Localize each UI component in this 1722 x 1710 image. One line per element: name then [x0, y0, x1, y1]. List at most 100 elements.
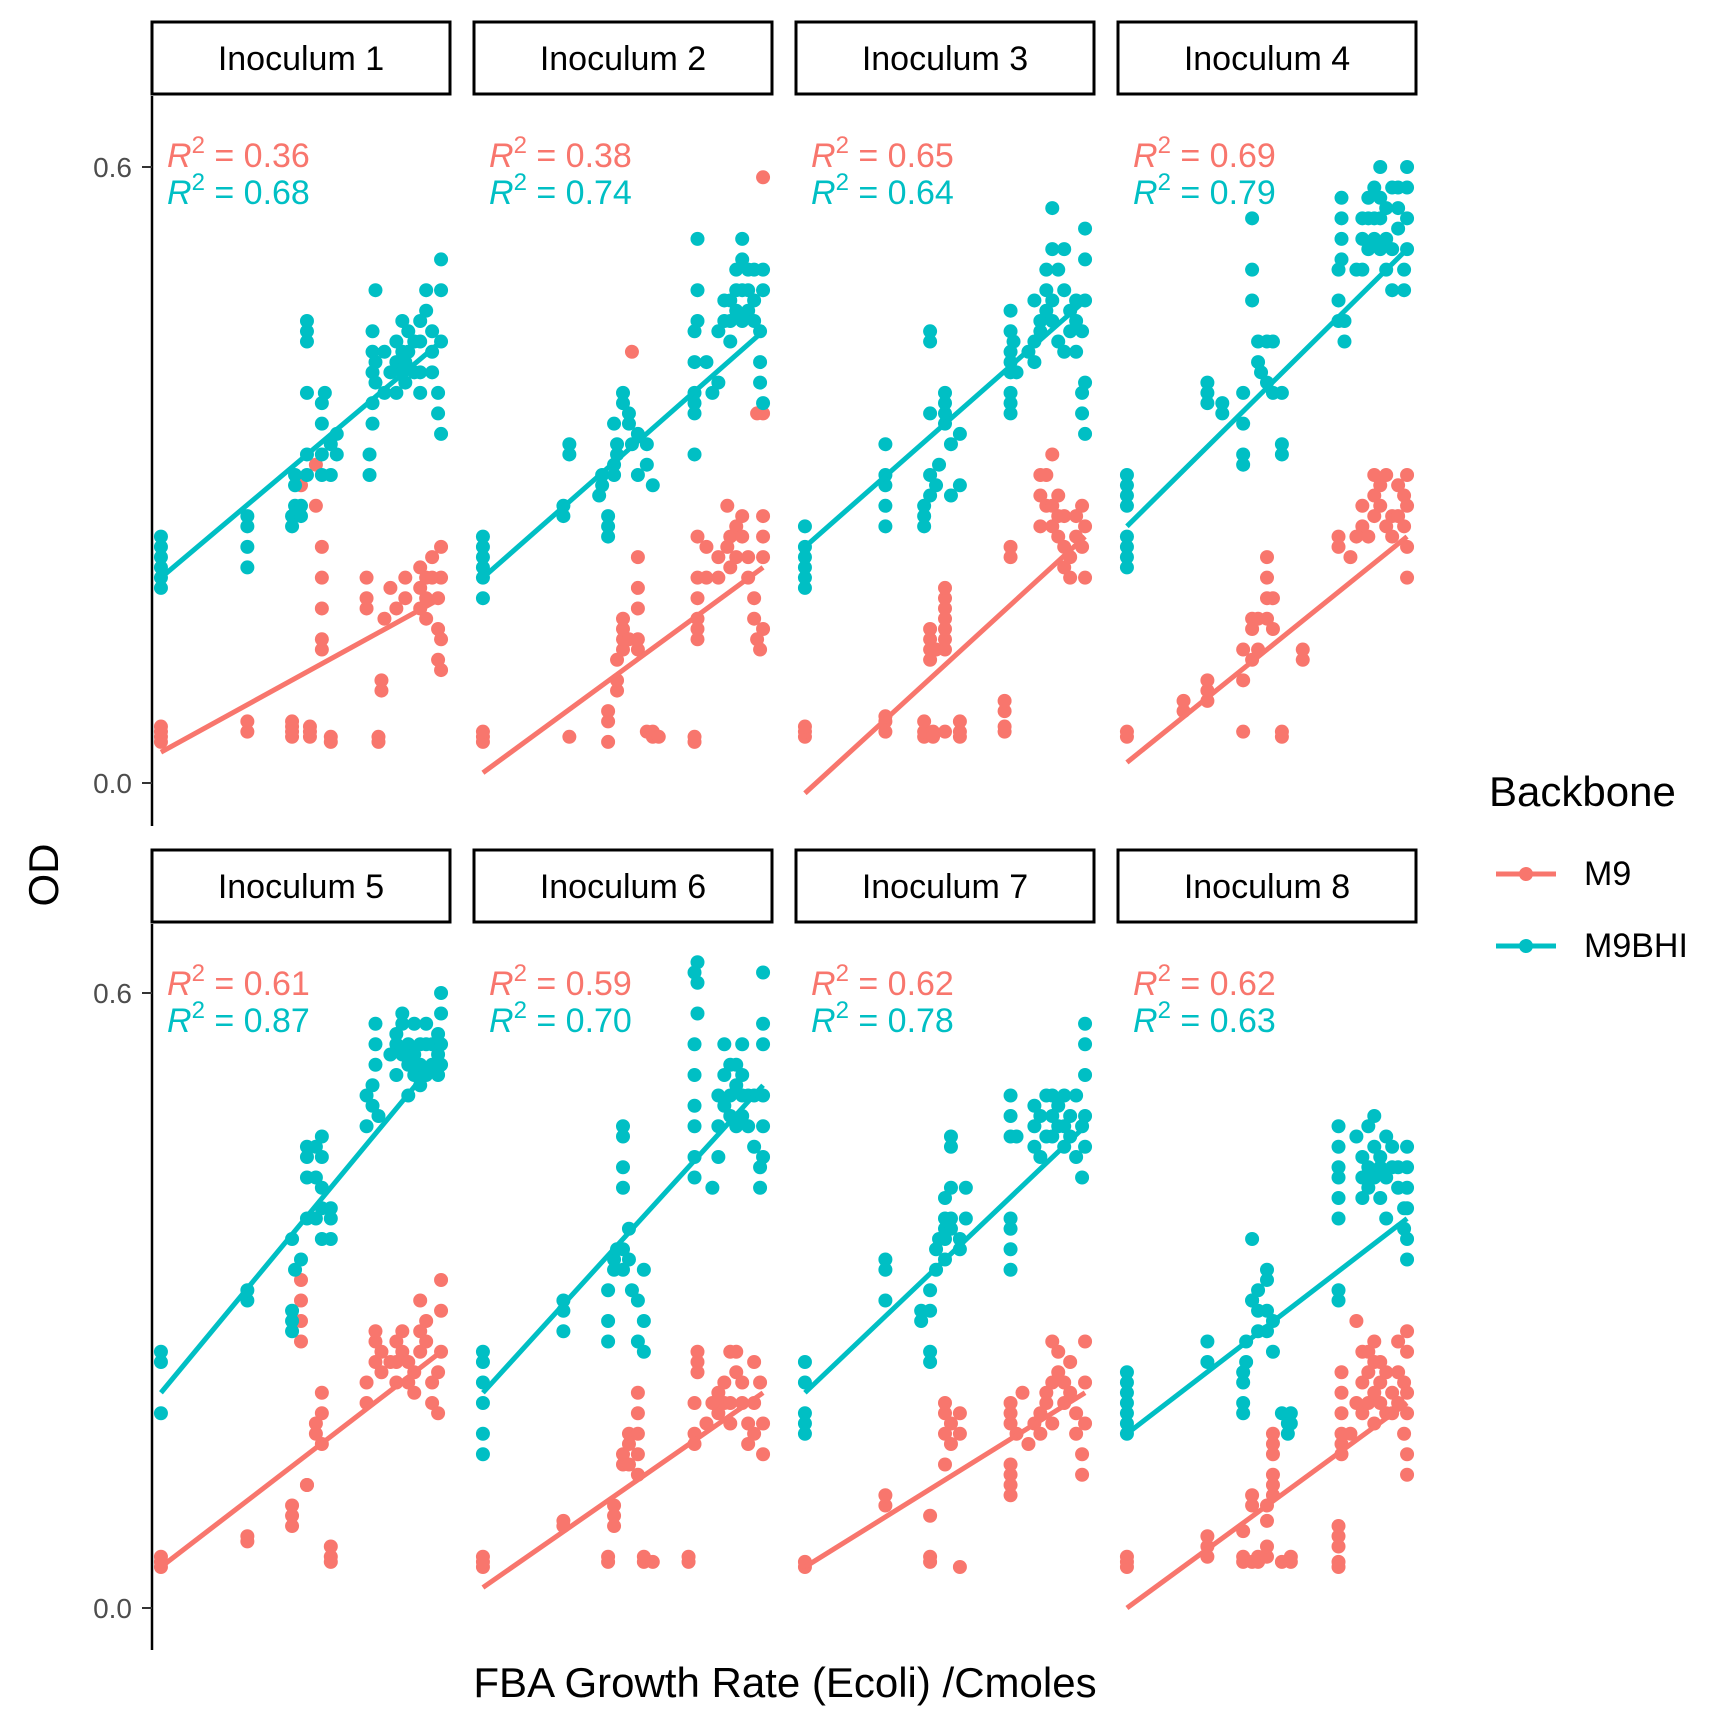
- data-point-m9bhi: [1003, 385, 1018, 400]
- data-point-m9bhi: [636, 1344, 651, 1359]
- data-point-m9bhi: [938, 385, 952, 400]
- data-point-m9: [690, 1365, 705, 1380]
- data-point-m9bhi: [723, 293, 738, 308]
- data-point-m9: [1274, 729, 1289, 744]
- data-point-m9bhi: [1215, 396, 1230, 411]
- data-point-m9: [723, 529, 738, 544]
- data-point-m9bhi: [1027, 1119, 1042, 1134]
- data-point-m9: [687, 729, 702, 744]
- data-point-m9bhi: [1331, 1119, 1346, 1134]
- data-point-m9bhi: [413, 314, 428, 328]
- data-point-m9bhi: [401, 324, 416, 339]
- y-tick-label: 0.6: [93, 978, 132, 1009]
- data-point-m9bhi: [153, 539, 168, 554]
- data-point-m9bhi: [717, 1068, 732, 1082]
- data-point-m9bhi: [952, 426, 967, 441]
- data-point-m9bhi: [1400, 1252, 1415, 1267]
- data-point-m9: [616, 611, 630, 626]
- data-point-m9: [1391, 1334, 1406, 1349]
- data-point-m9bhi: [938, 406, 952, 421]
- data-point-m9bhi: [365, 1078, 380, 1093]
- r2-annotation-m9: R2 = 0.62: [811, 960, 954, 1003]
- data-point-m9: [1260, 611, 1274, 626]
- data-point-m9: [923, 622, 938, 636]
- data-point-m9bhi: [1057, 1119, 1072, 1134]
- fit-line-m9bhi: [481, 1083, 765, 1395]
- data-point-m9bhi: [595, 478, 610, 493]
- data-point-m9bhi: [943, 1211, 958, 1226]
- data-point-m9bhi: [1033, 1109, 1048, 1123]
- data-point-m9bhi: [1385, 180, 1400, 195]
- data-point-m9bhi: [923, 1344, 938, 1359]
- data-point-m9: [1119, 1549, 1134, 1564]
- data-point-m9bhi: [624, 1283, 639, 1298]
- data-point-m9bhi: [753, 355, 768, 370]
- data-point-m9bhi: [1400, 211, 1415, 226]
- data-point-m9bhi: [601, 1334, 616, 1349]
- data-point-m9: [1003, 1406, 1018, 1421]
- data-point-m9bhi: [475, 529, 490, 544]
- r2-annotation-m9: R2 = 0.59: [489, 960, 632, 1003]
- data-point-m9bhi: [368, 355, 383, 370]
- data-point-m9bhi: [878, 498, 893, 513]
- data-point-m9bhi: [1373, 1160, 1388, 1175]
- data-point-m9bhi: [943, 437, 958, 452]
- data-point-m9: [1039, 1385, 1054, 1400]
- data-point-m9: [1045, 519, 1060, 534]
- data-point-m9: [314, 539, 329, 554]
- data-point-m9bhi: [1215, 406, 1230, 421]
- legend-item-m9: M9: [1496, 855, 1631, 893]
- data-point-m9: [1355, 519, 1370, 534]
- data-point-m9bhi: [797, 550, 812, 565]
- r2-annotation-m9bhi: R2 = 0.68: [167, 169, 310, 212]
- data-point-m9bhi: [756, 1119, 771, 1134]
- data-point-m9bhi: [1355, 1170, 1370, 1185]
- data-point-m9: [756, 406, 771, 421]
- data-point-m9bhi: [1265, 334, 1280, 349]
- data-point-m9bhi: [383, 365, 398, 380]
- r2-annotation-m9bhi: R2 = 0.70: [489, 997, 632, 1040]
- data-point-m9: [711, 550, 726, 565]
- data-point-m9bhi: [240, 539, 255, 554]
- data-point-m9bhi: [1009, 1129, 1024, 1144]
- fit-line-m9: [159, 596, 443, 755]
- data-point-m9: [308, 457, 323, 472]
- data-point-m9: [1260, 550, 1274, 565]
- data-point-m9bhi: [756, 1150, 771, 1164]
- data-point-m9bhi: [1254, 365, 1269, 380]
- data-point-m9bhi: [314, 1129, 329, 1144]
- data-point-m9bhi: [753, 375, 768, 390]
- data-point-m9bhi: [1119, 478, 1134, 493]
- data-point-m9bhi: [756, 1016, 771, 1031]
- data-point-m9: [425, 1396, 440, 1410]
- data-point-m9bhi: [1078, 1016, 1093, 1031]
- data-point-m9bhi: [1078, 221, 1093, 236]
- data-point-m9: [1236, 673, 1251, 688]
- data-point-m9: [1349, 1314, 1364, 1328]
- data-point-m9: [878, 1498, 893, 1513]
- data-point-m9: [1373, 478, 1388, 493]
- data-point-m9bhi: [729, 303, 744, 318]
- data-point-m9bhi: [923, 1355, 938, 1369]
- data-point-m9: [1385, 1385, 1400, 1400]
- data-point-m9bhi: [797, 580, 812, 595]
- data-point-m9bhi: [1057, 242, 1072, 257]
- data-point-m9bhi: [938, 1191, 952, 1205]
- data-point-m9bhi: [389, 1037, 404, 1052]
- data-point-m9bhi: [735, 1068, 750, 1082]
- data-point-m9bhi: [1245, 293, 1260, 308]
- data-point-m9bhi: [1045, 1129, 1060, 1144]
- fit-line-m9: [803, 1390, 1087, 1570]
- data-point-m9bhi: [1334, 231, 1349, 246]
- data-point-m9bhi: [1265, 1344, 1280, 1359]
- fit-line-m9: [481, 1390, 765, 1590]
- data-point-m9: [1331, 1519, 1346, 1533]
- data-point-m9: [952, 1426, 967, 1441]
- data-point-m9: [1367, 1385, 1382, 1400]
- fit-line-m9bhi: [1125, 1216, 1409, 1436]
- data-point-m9bhi: [923, 334, 938, 349]
- data-point-m9bhi: [153, 560, 168, 575]
- data-point-m9bhi: [1236, 457, 1251, 472]
- fit-line-m9bhi: [803, 298, 1087, 549]
